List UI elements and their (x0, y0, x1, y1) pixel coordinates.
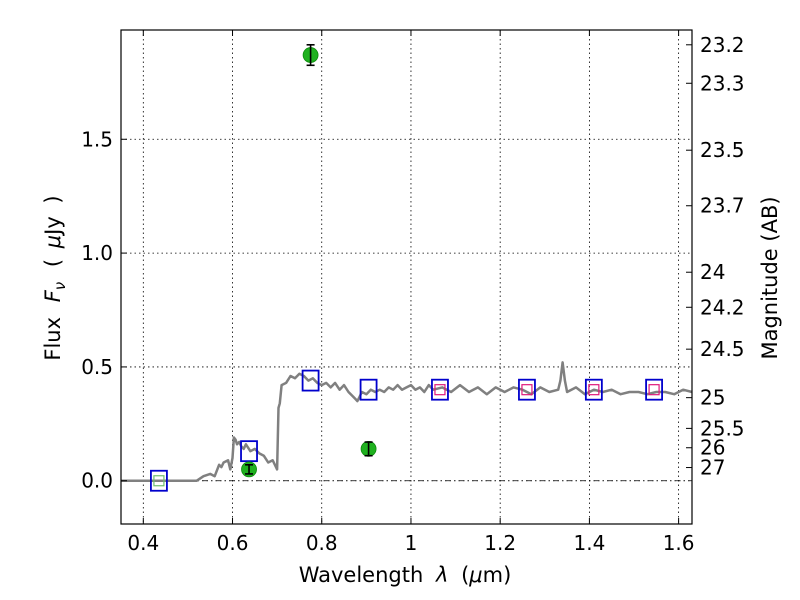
plot-frame (120, 29, 693, 525)
y2-tick-label: 25 (700, 386, 725, 410)
y2-tick-label: 23.2 (700, 33, 745, 57)
x-tick-label: 1 (405, 531, 418, 555)
y2-tick-label: 24.5 (700, 337, 745, 361)
model-photometry-box (518, 378, 536, 401)
model-photometry-box (301, 369, 320, 392)
y2-tick-label: 24.2 (700, 295, 745, 319)
model-photometry-box (584, 378, 603, 401)
grid (121, 30, 692, 524)
model-sed-line (121, 361, 693, 482)
model-photometry-inner-box (434, 384, 446, 396)
model-photometry-box (150, 469, 168, 492)
y2-tick-label: 25.5 (700, 416, 745, 440)
model-photometry (150, 369, 663, 492)
x-tick-label: 1.4 (573, 531, 605, 555)
model-photometry-box (240, 440, 258, 463)
y-tick-label: 0.0 (81, 469, 113, 493)
y2-tick-label: 23.7 (700, 194, 745, 218)
y2-tick-label: 24 (700, 260, 725, 284)
model-photometry-inner-box (588, 384, 600, 396)
y2-tick-label: 23.3 (700, 71, 745, 95)
model-photometry-inner-box (153, 475, 165, 487)
y2-tick-label: 27 (700, 456, 725, 480)
x-tick-label: 1.6 (663, 531, 695, 555)
model-photometry-box (359, 378, 378, 401)
x-tick-label: 1.2 (484, 531, 516, 555)
y2-tick-label: 26 (700, 436, 725, 460)
model-photometry-inner-box (648, 384, 660, 396)
x-tick-label: 0.8 (306, 531, 338, 555)
y-tick-label: 1.5 (81, 127, 113, 151)
y-tick-label: 0.5 (81, 355, 113, 379)
y2-tick-label: 23.5 (700, 138, 745, 162)
model-photometry-box (645, 378, 663, 401)
x-axis-label: Wavelength λ (μm) (299, 563, 512, 587)
model-photometry-box (431, 378, 449, 401)
y-tick-label: 1.0 (81, 241, 113, 265)
model-photometry-inner-box (521, 384, 533, 396)
model-sed-path (121, 361, 693, 482)
x-tick-label: 0.4 (127, 531, 159, 555)
observed-photometry (241, 43, 377, 478)
y-axis-label: Flux Fν ( μJy ) (41, 195, 70, 360)
y2-axis-label: Magnitude (AB) (758, 196, 782, 359)
ticks: 0.4 0.6 0.8 1 1.2 1.4 1.6 0.0 0.5 1.0 1.5 23.2 23.3 2… (81, 30, 745, 555)
x-tick-label: 0.6 (217, 531, 249, 555)
